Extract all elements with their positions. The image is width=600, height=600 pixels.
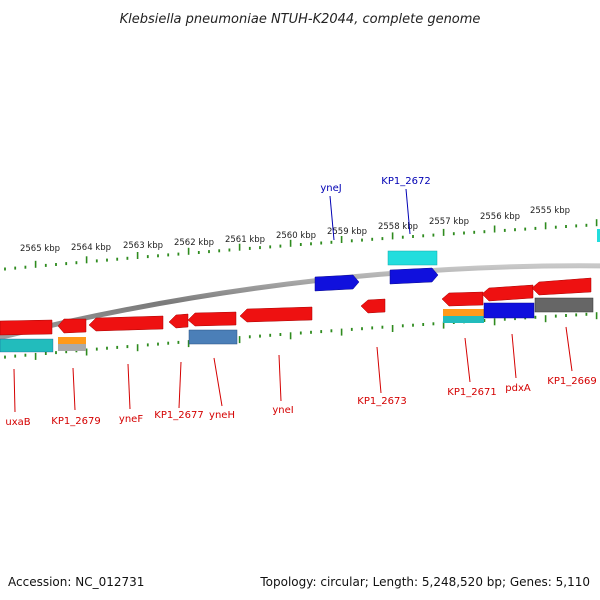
leader-KP1_2669	[565, 326, 573, 372]
leader-yneI	[278, 354, 282, 402]
gene-box-KP1_2671-cyan[interactable]	[443, 316, 484, 323]
gene-box-KP1_2671-orange[interactable]	[443, 309, 484, 316]
leader-pdxA	[511, 333, 517, 379]
gene-label-pdxA[interactable]: pdxA	[505, 383, 531, 394]
scale-label: 2560 kbp	[276, 231, 316, 241]
gene-labels: yneJ KP1_2672 uxaB KP1_2679 yneF KP1_267…	[5, 176, 596, 428]
gene-label-KP1_2671[interactable]: KP1_2671	[447, 387, 496, 398]
gene-arrow-KP1_2669[interactable]	[531, 277, 592, 296]
gene-arrow-KP1_2671[interactable]	[441, 291, 484, 307]
gene-label-yneF[interactable]: yneF	[119, 414, 143, 425]
genome-summary-text: Topology: circular; Length: 5,248,520 bp…	[259, 575, 590, 589]
leader-yneJ	[329, 195, 335, 241]
gene-label-uxaB[interactable]: uxaB	[5, 417, 30, 428]
gene-arrow-KP1_2673[interactable]	[360, 298, 386, 314]
scale-label: 2559 kbp	[327, 227, 367, 237]
gene-label-KP1_2672[interactable]: KP1_2672	[381, 176, 430, 187]
leader-KP1_2672	[405, 188, 411, 235]
gene-label-yneI[interactable]: yneI	[272, 405, 293, 416]
scale-label: 2565 kbp	[20, 244, 60, 254]
gene-label-yneH[interactable]: yneH	[209, 410, 235, 421]
gene-box-edge-cyan[interactable]	[597, 229, 600, 242]
gene-arrow-uxaB[interactable]	[0, 319, 53, 336]
scale-label: 2563 kbp	[123, 241, 163, 251]
map-title: Klebsiella pneumoniae NTUH-K2044, comple…	[120, 12, 481, 27]
gene-arrow-pdxA[interactable]	[481, 284, 534, 302]
gene-label-KP1_2669[interactable]: KP1_2669	[547, 376, 596, 387]
gene-arrow-KP1_2679[interactable]	[57, 318, 87, 334]
gene-arrow-yneI[interactable]	[239, 306, 313, 323]
gene-box-pdxA-blue[interactable]	[483, 302, 535, 319]
scale-label: 2562 kbp	[174, 238, 214, 248]
gene-box-KP1_2679-gray[interactable]	[58, 344, 86, 351]
leader-KP1_2677	[178, 361, 182, 409]
gene-label-KP1_2673[interactable]: KP1_2673	[357, 396, 406, 407]
scale-label: 2557 kbp	[429, 217, 469, 227]
leader-yneH	[213, 357, 223, 407]
gene-box-KP1_2679-orange[interactable]	[58, 337, 86, 344]
gene-box-KP1_2669-dark[interactable]	[534, 297, 594, 313]
leader-KP1_2673	[376, 346, 382, 394]
reverse-features	[0, 277, 594, 353]
gene-label-KP1_2677[interactable]: KP1_2677	[154, 410, 203, 421]
leader-uxaB	[13, 368, 16, 413]
scale-labels: 2565 kbp 2564 kbp 2563 kbp 2562 kbp 2561…	[20, 206, 570, 254]
accession-text: Accession: NC_012731	[8, 575, 144, 589]
gene-arrow-KP1_2672[interactable]	[389, 267, 439, 285]
forward-features	[314, 229, 600, 292]
scale-label: 2564 kbp	[71, 243, 111, 253]
gene-arrow-yneH[interactable]	[187, 311, 237, 327]
scale-label: 2556 kbp	[480, 212, 520, 222]
gene-box-yneH-steel[interactable]	[188, 329, 238, 345]
leader-yneF	[127, 363, 131, 410]
gene-arrow-yneJ[interactable]	[314, 274, 360, 292]
leader-KP1_2671	[464, 337, 471, 383]
gene-arrow-yneF[interactable]	[88, 315, 164, 332]
label-leaders	[13, 188, 573, 413]
scale-label: 2561 kbp	[225, 235, 265, 245]
gene-label-KP1_2679[interactable]: KP1_2679	[51, 416, 100, 427]
gene-label-yneJ[interactable]: yneJ	[320, 183, 341, 194]
scale-label: 2555 kbp	[530, 206, 570, 216]
scale-label: 2558 kbp	[378, 222, 418, 232]
gene-arrow-KP1_2677[interactable]	[168, 313, 189, 329]
gene-box-uxaB-cyan[interactable]	[0, 338, 54, 353]
scale-ticks-outer	[4, 219, 598, 271]
leader-KP1_2679	[72, 367, 76, 411]
gene-box-KP1_2672-cyan[interactable]	[387, 250, 438, 266]
